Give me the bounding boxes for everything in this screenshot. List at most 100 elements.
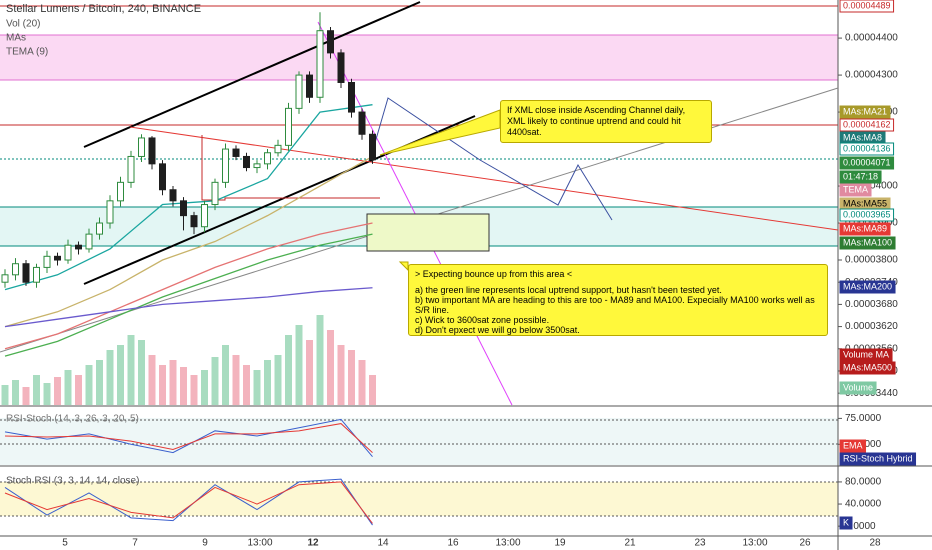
range-box [201, 135, 380, 201]
pink-zone [0, 35, 838, 80]
candle-body [12, 263, 19, 276]
price-tag-label: 0.00004162 [843, 119, 891, 129]
price-tag-label: MAs:MA8 [843, 132, 882, 142]
indicator-line [4, 287, 373, 328]
volume-bar [33, 375, 40, 405]
volume-bar [243, 365, 250, 405]
price-tag [839, 236, 896, 250]
candle-body [127, 155, 135, 183]
candle-body [22, 263, 30, 283]
price-tag-label: TEMA [843, 184, 868, 194]
volume-bar [369, 375, 376, 405]
y-tick-label: 0.00003620 [845, 321, 898, 332]
indicator-line [4, 155, 373, 328]
volume-bar [348, 350, 355, 405]
volume-bar [106, 350, 114, 405]
volume-bar [12, 380, 19, 405]
price-tag [839, 156, 895, 170]
candle-body [348, 81, 355, 113]
candle-body [369, 133, 376, 161]
x-tick-label: 19 [554, 538, 566, 549]
x-tick-label: 23 [694, 538, 706, 549]
volume-bar [75, 375, 82, 405]
candle-body [64, 244, 72, 261]
candle-body [1, 274, 9, 283]
candle-body [285, 107, 292, 146]
note-line: d) Don't epxect we will go below 3500sat… [415, 325, 580, 335]
candle-body [316, 30, 324, 98]
x-tick-label: 13:00 [247, 538, 272, 549]
volume-bar [264, 360, 271, 405]
price-tag-label: EMA [843, 440, 863, 450]
candle-body [180, 200, 187, 217]
price-tag [839, 381, 877, 395]
price-tag-label: 0.00004489 [843, 0, 891, 10]
y-tick-label: 40.0000 [845, 499, 882, 510]
rsi-zone [0, 418, 838, 465]
x-tick-label: 14 [377, 538, 389, 549]
x-tick-label: 13:00 [495, 538, 520, 549]
legend-item: MAs [6, 33, 26, 44]
indicator-line [4, 233, 373, 357]
volume-bar [54, 377, 61, 405]
annotation: If XML close inside Ascending Channel da… [500, 100, 712, 143]
price-tag-label: K [843, 517, 849, 527]
volume-bar [159, 365, 166, 405]
note-line: > Expecting bounce up from this area < [415, 269, 573, 279]
price-tag [839, 170, 882, 184]
note-line: XML likely to continue uptrend and could… [507, 116, 681, 137]
candle-body [232, 148, 240, 157]
y-tick-label: 0.00004300 [845, 70, 898, 81]
volume-bar [295, 325, 303, 405]
volume-bar [85, 365, 93, 405]
legend-item: TEMA (9) [6, 47, 48, 58]
y-tick-label: 0.00004000 [845, 181, 898, 192]
candle-body [169, 189, 177, 202]
indicator-line [4, 423, 373, 453]
volume-bar [64, 370, 72, 405]
price-tag [839, 105, 891, 119]
indicator-line [4, 222, 373, 350]
volume-bar [253, 370, 261, 405]
note-line: If XML close inside Ascending Channel da… [507, 105, 686, 115]
x-tick-label: 26 [799, 538, 811, 549]
candle-body [75, 244, 82, 250]
candle-body [327, 30, 334, 54]
legend-item: Vol (20) [6, 19, 40, 30]
x-tick-label: 5 [62, 538, 68, 549]
candle-body [274, 144, 282, 154]
volume-bar [148, 355, 156, 405]
target-zone [366, 213, 490, 252]
x-tick-label: 9 [202, 538, 208, 549]
volume-bar [1, 385, 9, 405]
trend-line [129, 126, 839, 231]
volume-bar [169, 360, 177, 405]
volume-bar [274, 355, 282, 405]
price-tag-label: MAs:MA21 [843, 106, 887, 116]
volume-bar [285, 335, 292, 405]
volume-bar [337, 345, 345, 405]
candle-body [295, 74, 303, 109]
candle-body [264, 152, 271, 165]
price-tag-label: RSI-Stoch Hybrid [843, 453, 913, 463]
pane-title: Stoch RSI (3, 3, 14, 14, close) [6, 476, 139, 487]
candle-body [337, 52, 345, 83]
price-tag-label: 0.00004136 [843, 143, 891, 153]
volume-bar [127, 335, 135, 405]
candle-body [85, 233, 93, 250]
price-tag-label: Volume MA [843, 349, 889, 359]
candle-body [43, 255, 51, 268]
y-tick-label: 0.00003800 [845, 255, 898, 266]
candle-body [159, 163, 166, 191]
volume-bar [327, 330, 334, 405]
volume-bar [358, 360, 366, 405]
annotation: > Expecting bounce up from this area < a… [408, 264, 828, 336]
price-tag [839, 280, 896, 294]
price-tag [839, 222, 891, 236]
volume-bar [117, 345, 124, 405]
price-tag [839, 516, 853, 530]
price-tag [839, 142, 895, 156]
candle-body [33, 266, 40, 283]
